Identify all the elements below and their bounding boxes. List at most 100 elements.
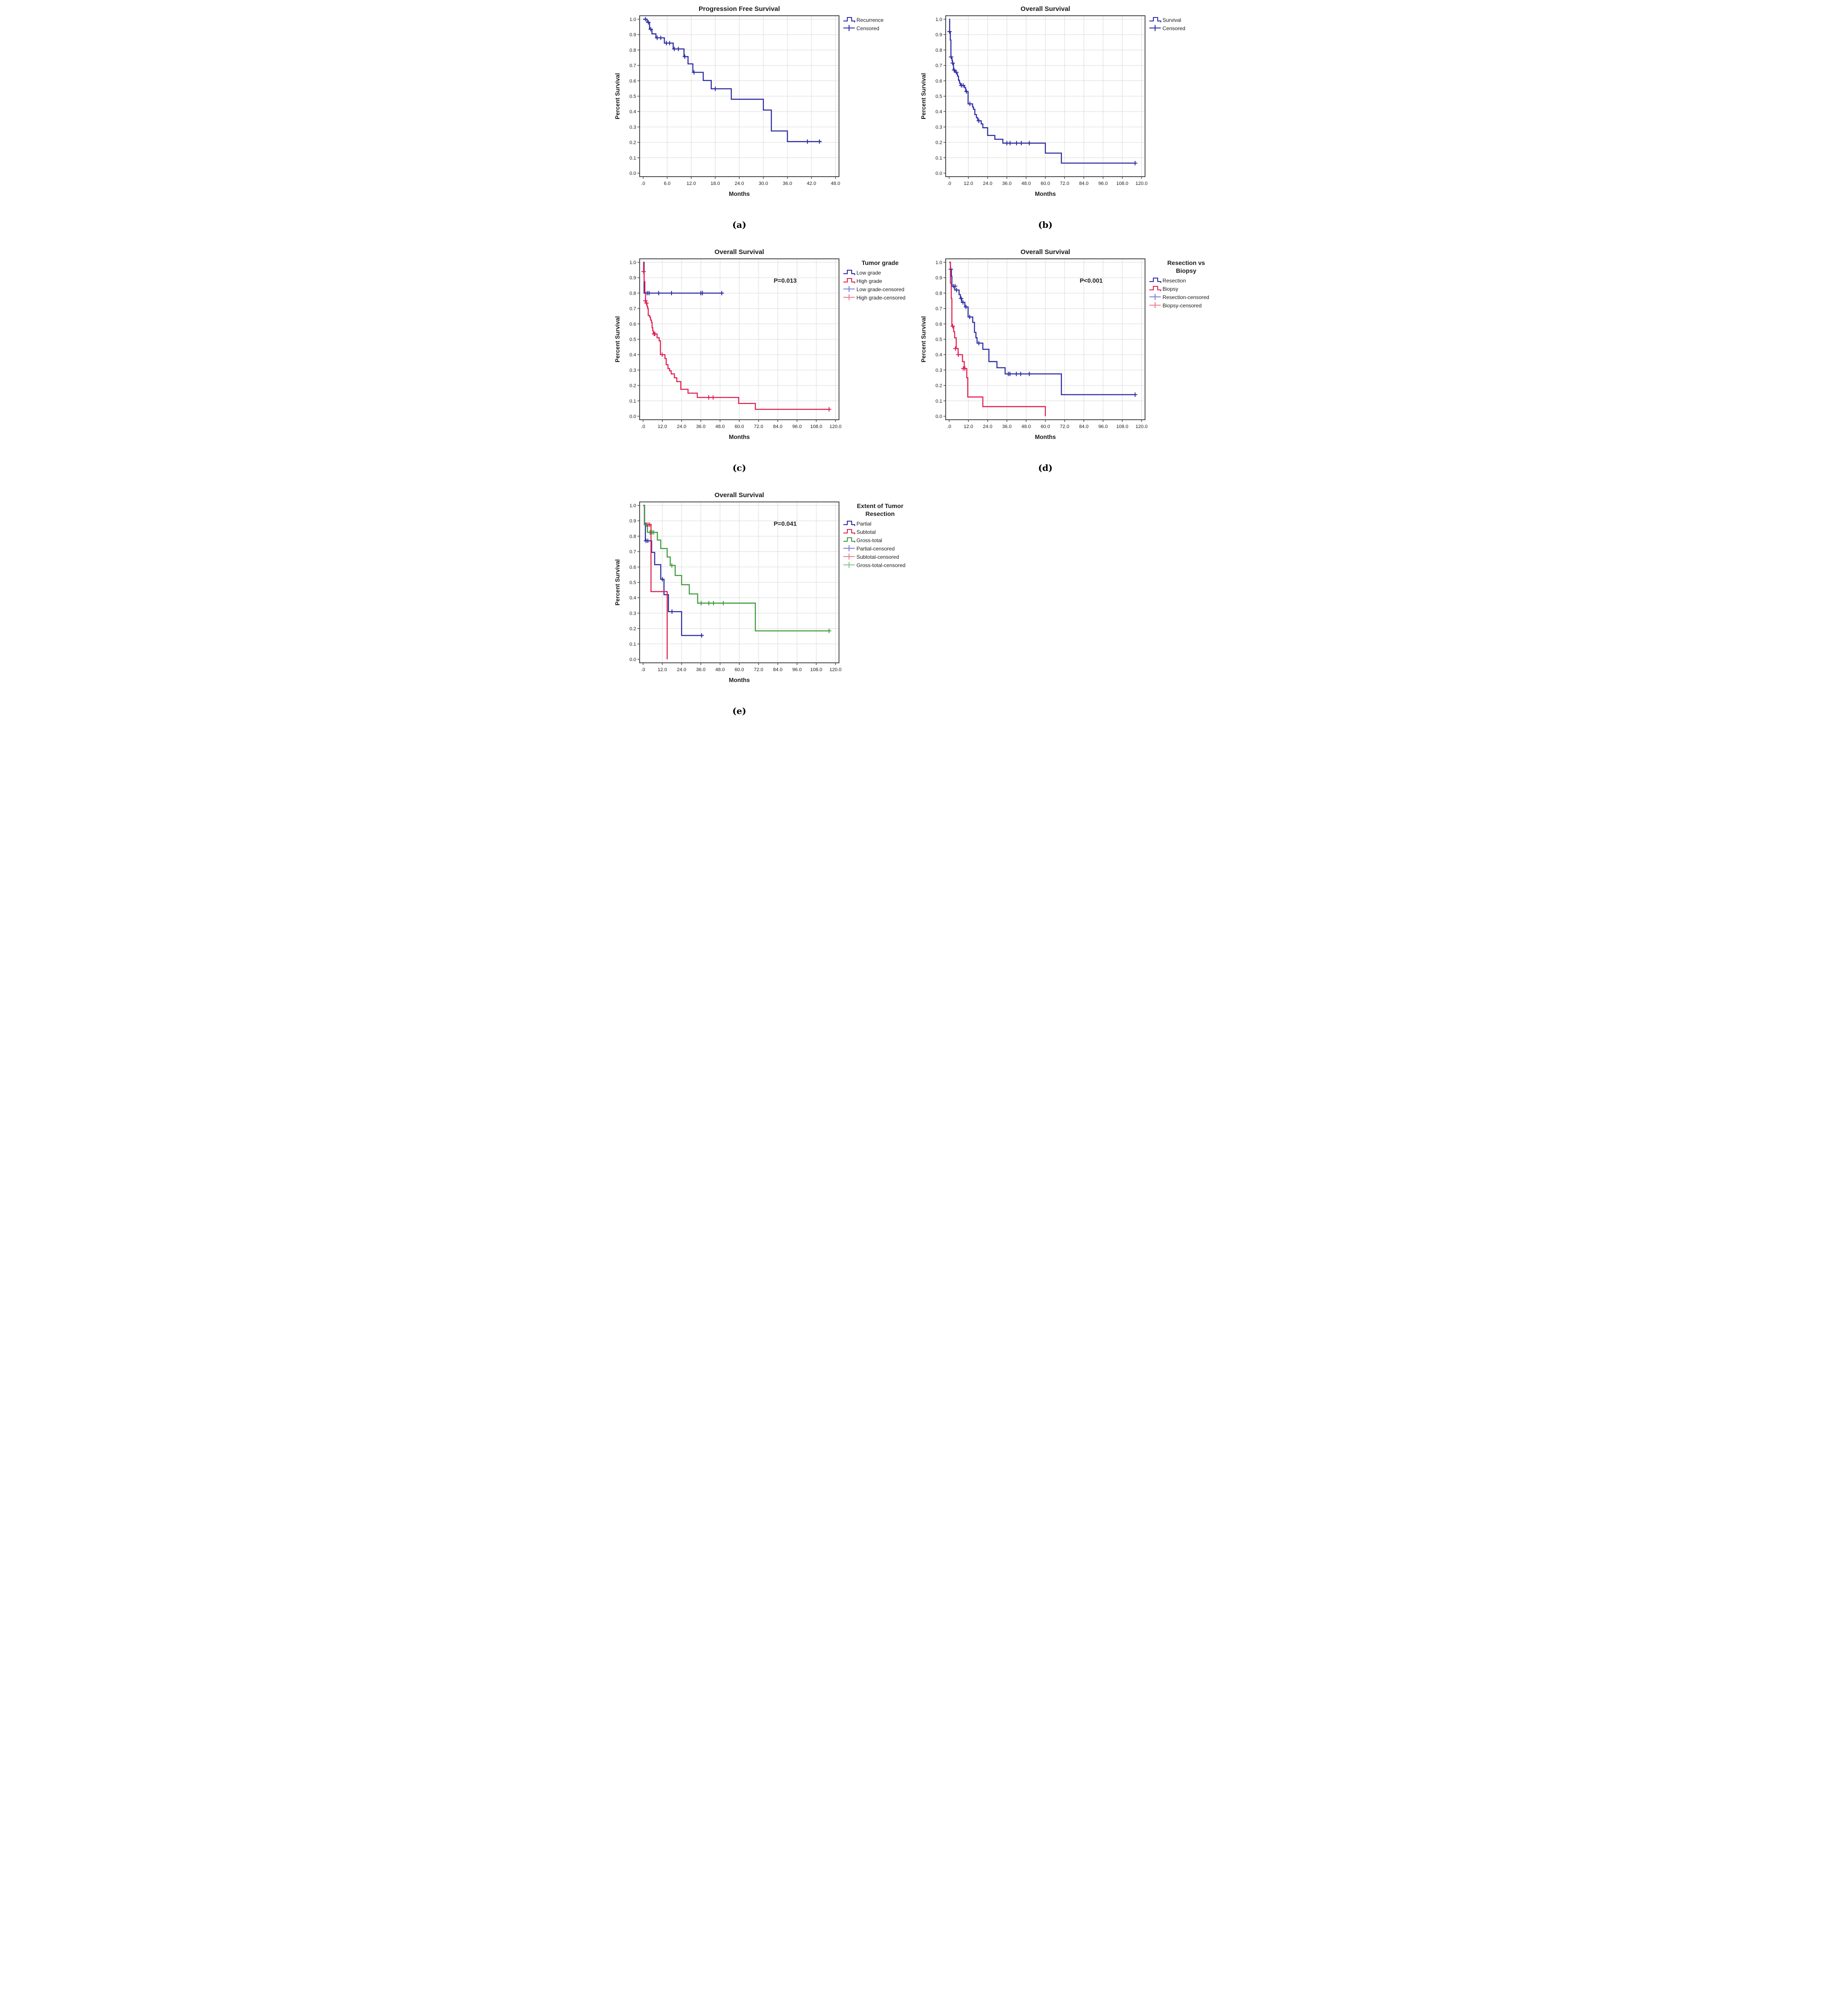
- svg-text:0.0: 0.0: [936, 414, 942, 419]
- svg-text:18.0: 18.0: [710, 181, 720, 186]
- y-axis-label: Percent Survival: [920, 73, 927, 119]
- svg-text:Biopsy: Biopsy: [1163, 286, 1178, 292]
- x-axis: .0 12.0 24.0 36.0 48.0 60.0 72.0 84.0 96.0 108.0 1…: [641, 663, 842, 683]
- svg-text:96.0: 96.0: [792, 424, 801, 429]
- svg-text:0.7: 0.7: [630, 550, 636, 555]
- svg-text:108.0: 108.0: [810, 424, 822, 429]
- svg-text:60.0: 60.0: [735, 667, 744, 672]
- svg-text:60.0: 60.0: [735, 424, 744, 429]
- svg-text:36.0: 36.0: [696, 424, 705, 429]
- km-plot-svg-c: Overall Survival .0 12.0 24.0 36.0 48.0 60.0 72…: [614, 248, 905, 440]
- km-plot-svg-a: Progression Free Survival .0 6.0 12.0 18.0 24…: [614, 5, 884, 197]
- p-value: P=0.041: [774, 520, 797, 527]
- km-chart-b: Overall Survival .0 12.0 24.0 36.0 48.0 60.0 72…: [919, 3, 1225, 208]
- svg-text:Subtotal-censored: Subtotal-censored: [856, 554, 899, 560]
- panel-caption-e: (e): [732, 706, 746, 716]
- svg-text:0.8: 0.8: [630, 48, 636, 53]
- km-plot-svg-d: Overall Survival .0 12.0 24.0 36.0 48.0 60.0 72…: [920, 248, 1209, 440]
- svg-text:120.0: 120.0: [829, 667, 842, 672]
- y-axis: 0.0 0.1 0.2 0.3 0.4 0.5 0.6 0.7 0.8 0.9 1.0 Percent…: [614, 503, 640, 662]
- svg-text:0.9: 0.9: [630, 32, 636, 38]
- svg-text:36.0: 36.0: [783, 181, 792, 186]
- svg-text:Resection vs: Resection vs: [1167, 259, 1205, 266]
- y-axis-label: Percent Survival: [614, 73, 621, 119]
- svg-text:0.2: 0.2: [630, 627, 636, 632]
- series-recurrence: [643, 17, 822, 144]
- svg-text:84.0: 84.0: [773, 424, 782, 429]
- svg-text:24.0: 24.0: [983, 424, 992, 429]
- svg-text:0.0: 0.0: [630, 171, 636, 176]
- svg-text:1.0: 1.0: [630, 17, 636, 22]
- svg-text:Extent of Tumor: Extent of Tumor: [857, 502, 904, 509]
- legend: Survival Censored: [1149, 17, 1185, 31]
- svg-text:1.0: 1.0: [936, 260, 942, 265]
- svg-text:0.3: 0.3: [936, 368, 942, 373]
- svg-text:0.0: 0.0: [936, 171, 942, 176]
- svg-text:Censored: Censored: [856, 25, 879, 31]
- p-value: P=0.013: [774, 277, 797, 284]
- svg-text:0.6: 0.6: [936, 322, 942, 327]
- svg-text:120.0: 120.0: [1135, 424, 1148, 429]
- svg-text:12.0: 12.0: [686, 181, 696, 186]
- svg-text:24.0: 24.0: [677, 424, 686, 429]
- svg-text:0.1: 0.1: [630, 399, 636, 404]
- figure-row-2: Overall Survival .0 12.0 24.0 36.0 48.0 60.0 72…: [613, 246, 1225, 489]
- x-axis-label: Months: [729, 191, 750, 197]
- svg-text:.0: .0: [641, 181, 645, 186]
- y-axis: 0.0 0.1 0.2 0.3 0.4 0.5 0.6 0.7 0.8 0.9 1.0 Percent…: [920, 17, 946, 176]
- chart-title: Overall Survival: [1020, 248, 1070, 256]
- x-axis-label: Months: [1035, 434, 1056, 440]
- x-axis: .0 12.0 24.0 36.0 48.0 60.0 72.0 84.0 96.0 108.0 1…: [947, 420, 1148, 440]
- svg-text:0.1: 0.1: [936, 156, 942, 161]
- svg-text:0.8: 0.8: [630, 534, 636, 539]
- svg-text:0.5: 0.5: [630, 94, 636, 99]
- svg-text:High grade: High grade: [856, 278, 882, 284]
- svg-text:96.0: 96.0: [1098, 181, 1107, 186]
- svg-text:0.4: 0.4: [936, 109, 942, 115]
- svg-text:0.3: 0.3: [936, 125, 942, 130]
- svg-text:0.2: 0.2: [936, 383, 942, 389]
- svg-text:12.0: 12.0: [964, 181, 973, 186]
- series-biopsy: [949, 261, 1046, 416]
- legend: Tumor grade Low grade High grade Low grade-…: [843, 259, 905, 301]
- svg-text:0.6: 0.6: [630, 79, 636, 84]
- gridlines: [640, 259, 839, 420]
- gridlines: [946, 259, 1145, 420]
- chart-title: Overall Survival: [714, 491, 764, 499]
- svg-text:0.3: 0.3: [630, 611, 636, 616]
- y-axis-label: Percent Survival: [614, 559, 621, 606]
- svg-text:0.0: 0.0: [630, 657, 636, 662]
- svg-text:Resection: Resection: [866, 510, 895, 517]
- svg-text:36.0: 36.0: [696, 667, 705, 672]
- y-axis: 0.0 0.1 0.2 0.3 0.4 0.5 0.6 0.7 0.8 0.9 1.0 Percent…: [614, 17, 640, 176]
- svg-text:Gross-total: Gross-total: [856, 537, 882, 543]
- svg-text:Tumor grade: Tumor grade: [862, 259, 899, 266]
- svg-text:0.9: 0.9: [936, 275, 942, 281]
- svg-text:0.4: 0.4: [630, 109, 636, 115]
- svg-text:Biopsy: Biopsy: [1176, 267, 1197, 274]
- svg-text:0.6: 0.6: [936, 79, 942, 84]
- svg-text:0.0: 0.0: [630, 414, 636, 419]
- x-axis: .0 6.0 12.0 18.0 24.0 30.0 36.0 42.0 48.0 Months: [641, 177, 840, 197]
- svg-text:24.0: 24.0: [735, 181, 744, 186]
- km-chart-a: Progression Free Survival .0 6.0 12.0 18.0 24…: [613, 3, 919, 208]
- x-axis: .0 12.0 24.0 36.0 48.0 60.0 72.0 84.0 96.0 108.0 1…: [947, 177, 1148, 197]
- svg-text:48.0: 48.0: [715, 667, 724, 672]
- svg-text:6.0: 6.0: [664, 181, 670, 186]
- svg-text:60.0: 60.0: [1041, 181, 1050, 186]
- svg-text:0.2: 0.2: [630, 383, 636, 389]
- panel-caption-a: (a): [732, 219, 746, 230]
- series-survival: [947, 18, 1138, 166]
- svg-text:120.0: 120.0: [829, 424, 842, 429]
- svg-text:24.0: 24.0: [677, 667, 686, 672]
- svg-text:84.0: 84.0: [1079, 424, 1088, 429]
- svg-text:12.0: 12.0: [658, 424, 667, 429]
- figure-row-3: Overall Survival .0 12.0 24.0 36.0 48.0 60.0 72…: [613, 489, 1225, 732]
- svg-text:Survival: Survival: [1163, 17, 1181, 23]
- svg-text:0.8: 0.8: [936, 48, 942, 53]
- panel-c: Overall Survival .0 12.0 24.0 36.0 48.0 60.0 72…: [613, 246, 919, 489]
- x-axis-label: Months: [1035, 191, 1056, 197]
- svg-text:60.0: 60.0: [1041, 424, 1050, 429]
- series-gross-total: [643, 505, 832, 633]
- svg-text:0.6: 0.6: [630, 565, 636, 570]
